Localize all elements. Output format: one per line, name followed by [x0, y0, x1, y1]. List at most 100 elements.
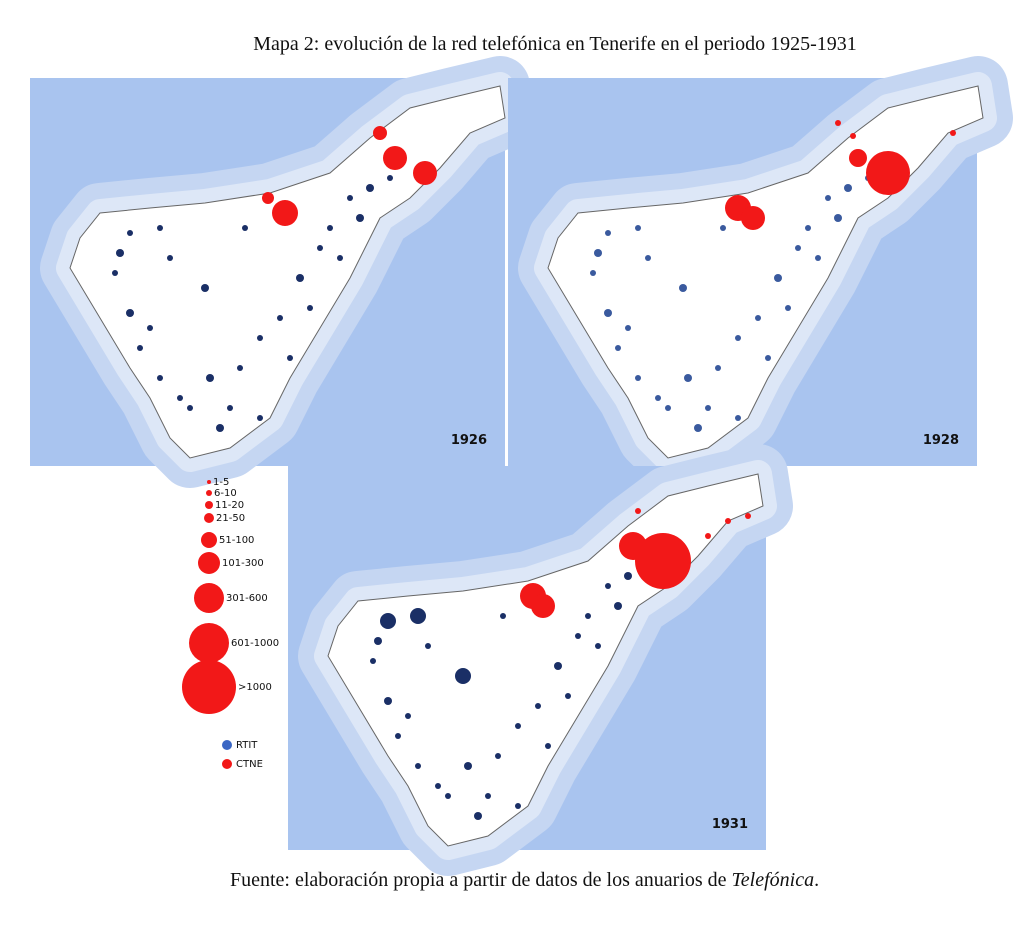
rtit-dot	[594, 249, 602, 257]
rtit-dot	[137, 345, 143, 351]
rtit-dot	[347, 195, 353, 201]
rtit-dot	[187, 405, 193, 411]
ctne-dot	[725, 518, 731, 524]
rtit-dot	[425, 643, 431, 649]
map-1931: 1931	[288, 466, 766, 850]
rtit-dot	[815, 255, 821, 261]
source-italic: Telefónica	[732, 869, 815, 891]
rtit-dot	[575, 633, 581, 639]
year-label: 1928	[923, 433, 959, 448]
rtit-dot	[455, 668, 471, 684]
source-prefix: Fuente: elaboración propia a partir de d…	[230, 869, 732, 891]
rtit-dot	[500, 613, 506, 619]
ctne-dot	[850, 133, 856, 139]
ctne-dot	[413, 161, 437, 185]
legend-size-label: 21-50	[216, 513, 245, 524]
ctne-dot	[531, 594, 555, 618]
rtit-dot	[679, 284, 687, 292]
rtit-dot	[287, 355, 293, 361]
rtit-dot	[366, 184, 374, 192]
legend-size-label: 51-100	[219, 535, 254, 546]
rtit-dot	[177, 395, 183, 401]
rtit-dot	[684, 374, 692, 382]
rtit-dot	[147, 325, 153, 331]
rtit-dot	[405, 713, 411, 719]
rtit-dot	[755, 315, 761, 321]
legend-size-symbol	[206, 490, 212, 496]
rtit-dot	[257, 335, 263, 341]
rtit-dot	[387, 175, 393, 181]
legend-type-symbol	[222, 759, 232, 769]
rtit-dot	[705, 405, 711, 411]
rtit-dot	[655, 395, 661, 401]
rtit-dot	[356, 214, 364, 222]
rtit-dot	[415, 763, 421, 769]
rtit-dot	[157, 225, 163, 231]
rtit-dot	[116, 249, 124, 257]
rtit-dot	[844, 184, 852, 192]
rtit-dot	[625, 325, 631, 331]
rtit-dot	[694, 424, 702, 432]
rtit-dot	[317, 245, 323, 251]
rtit-dot	[735, 335, 741, 341]
legend-size-symbol	[194, 583, 224, 613]
legend-size-symbol	[205, 501, 213, 509]
legend-size-symbol	[189, 623, 229, 663]
ctne-dot	[849, 149, 867, 167]
rtit-dot	[805, 225, 811, 231]
rtit-dot	[720, 225, 726, 231]
legend-size-label: 11-20	[215, 500, 244, 511]
rtit-dot	[307, 305, 313, 311]
rtit-dot	[735, 415, 741, 421]
rtit-dot	[795, 245, 801, 251]
rtit-dot	[157, 375, 163, 381]
rtit-dot	[825, 195, 831, 201]
rtit-dot	[595, 643, 601, 649]
ctne-dot	[635, 533, 691, 589]
rtit-dot	[785, 305, 791, 311]
map-1928: 1928	[508, 78, 983, 466]
rtit-dot	[380, 613, 396, 629]
rtit-dot	[227, 405, 233, 411]
legend-size-label: 1-5	[213, 477, 229, 488]
ctne-dot	[383, 146, 407, 170]
legend-type-label: RTIT	[236, 740, 258, 751]
rtit-dot	[410, 608, 426, 624]
legend-type-label: CTNE	[236, 759, 263, 770]
ctne-dot	[272, 200, 298, 226]
rtit-dot	[585, 613, 591, 619]
rtit-dot	[605, 230, 611, 236]
source-suffix: .	[814, 869, 819, 891]
rtit-dot	[167, 255, 173, 261]
title: Mapa 2: evolución de la red telefónica e…	[253, 33, 857, 55]
rtit-dot	[554, 662, 562, 670]
rtit-dot	[384, 697, 392, 705]
rtit-dot	[665, 405, 671, 411]
rtit-dot	[201, 284, 209, 292]
rtit-dot	[590, 270, 596, 276]
year-label: 1926	[451, 433, 487, 448]
rtit-dot	[206, 374, 214, 382]
rtit-dot	[216, 424, 224, 432]
rtit-dot	[277, 315, 283, 321]
rtit-dot	[535, 703, 541, 709]
ctne-dot	[741, 206, 765, 230]
rtit-dot	[327, 225, 333, 231]
rtit-dot	[615, 345, 621, 351]
rtit-dot	[635, 375, 641, 381]
rtit-dot	[257, 415, 263, 421]
rtit-dot	[614, 602, 622, 610]
rtit-dot	[774, 274, 782, 282]
ctne-dot	[835, 120, 841, 126]
legend-size-label: 101-300	[222, 558, 264, 569]
rtit-dot	[515, 803, 521, 809]
ctne-dot	[950, 130, 956, 136]
ctne-dot	[635, 508, 641, 514]
rtit-dot	[464, 762, 472, 770]
rtit-dot	[127, 230, 133, 236]
rtit-dot	[242, 225, 248, 231]
rtit-dot	[565, 693, 571, 699]
year-label: 1931	[712, 817, 748, 832]
rtit-dot	[126, 309, 134, 317]
